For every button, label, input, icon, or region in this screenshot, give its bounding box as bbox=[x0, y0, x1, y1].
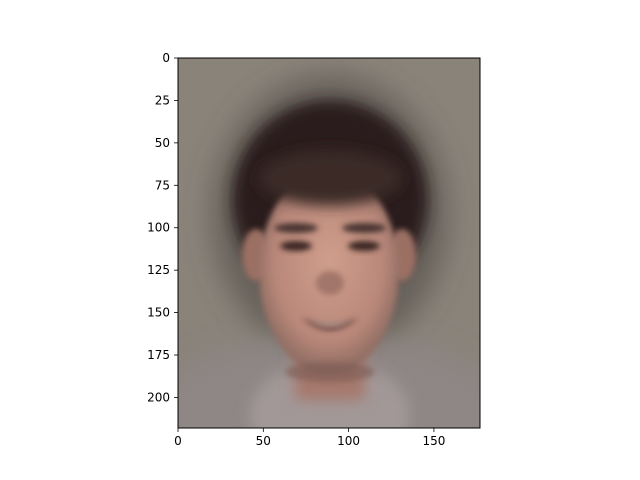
x-tick-label: 0 bbox=[174, 434, 182, 448]
axes-frame bbox=[177, 57, 481, 429]
y-axis: 0 25 50 75 100 125 150 175 200 bbox=[147, 51, 178, 404]
chin-shadow bbox=[285, 362, 375, 382]
right-eye bbox=[348, 241, 380, 251]
y-tick-label: 175 bbox=[147, 348, 170, 362]
y-tick-label: 50 bbox=[155, 136, 170, 150]
x-axis: 0 50 100 150 bbox=[174, 428, 445, 448]
x-tick-label: 150 bbox=[422, 434, 445, 448]
y-tick-label: 0 bbox=[162, 51, 170, 65]
x-tick-label: 100 bbox=[337, 434, 360, 448]
y-tick-label: 200 bbox=[147, 390, 170, 404]
image-plot bbox=[178, 58, 480, 428]
teeth bbox=[308, 320, 352, 327]
x-tick-label: 50 bbox=[256, 434, 271, 448]
y-tick-label: 75 bbox=[155, 178, 170, 192]
y-tick-label: 25 bbox=[155, 93, 170, 107]
left-eyebrow bbox=[274, 223, 318, 233]
fringe bbox=[258, 150, 402, 206]
nose bbox=[316, 271, 344, 295]
left-eye bbox=[280, 241, 312, 251]
right-eyebrow bbox=[342, 223, 386, 233]
y-tick-label: 100 bbox=[147, 221, 170, 235]
y-tick-label: 125 bbox=[147, 263, 170, 277]
y-tick-label: 150 bbox=[147, 306, 170, 320]
